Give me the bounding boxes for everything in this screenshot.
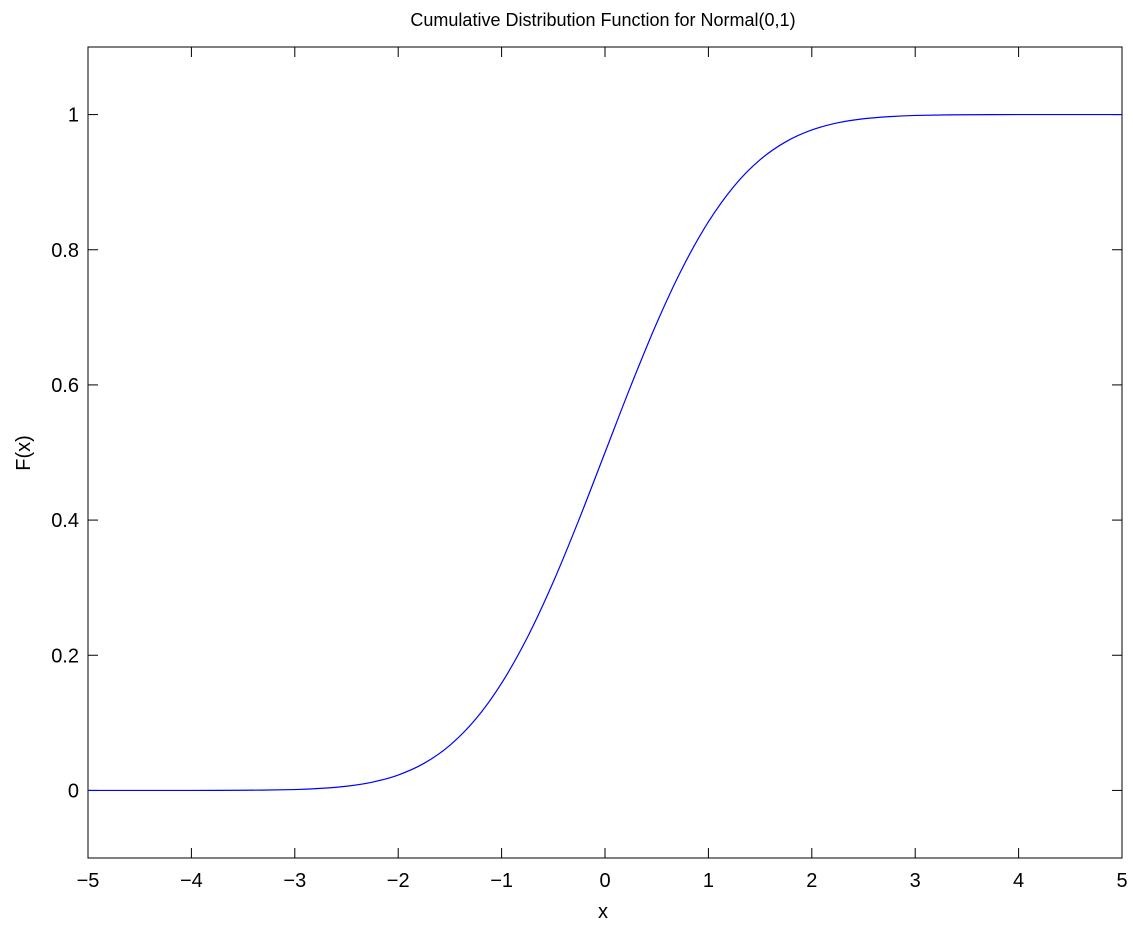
y-tick-label: 0.4 (51, 510, 79, 532)
x-axis-ticks: −5 −4 −3 −2 −1 0 1 2 3 4 5 (77, 47, 1128, 892)
x-tick-label: 1 (703, 870, 714, 892)
x-tick-label: 4 (1013, 870, 1024, 892)
y-axis-ticks: 0 0.2 0.4 0.6 0.8 1 (51, 105, 1122, 802)
y-tick-label: 0.8 (51, 240, 79, 262)
x-tick-label: 5 (1116, 870, 1127, 892)
cdf-series-line (88, 113, 1122, 792)
series-layer (88, 113, 1122, 792)
x-tick-label: 3 (910, 870, 921, 892)
x-tick-label: 0 (599, 870, 610, 892)
y-tick-label: 0.2 (51, 645, 79, 667)
x-tick-label: −5 (77, 870, 100, 892)
x-tick-label: −4 (180, 870, 203, 892)
plot-area: −5 −4 −3 −2 −1 0 1 2 3 4 5 0 0.2 0.4 0.6 0.8 1 (51, 46, 1128, 892)
x-tick-label: 2 (806, 870, 817, 892)
x-tick-label: −2 (387, 870, 410, 892)
y-tick-label: 1 (68, 105, 79, 127)
y-axis-label: F(x) (13, 435, 35, 471)
x-tick-label: −3 (283, 870, 306, 892)
y-tick-label: 0.6 (51, 375, 79, 397)
x-axis-label: x (598, 901, 608, 923)
x-tick-label: −1 (490, 870, 513, 892)
chart-title: Cumulative Distribution Function for Nor… (410, 10, 795, 30)
y-tick-label: 0 (68, 780, 79, 802)
